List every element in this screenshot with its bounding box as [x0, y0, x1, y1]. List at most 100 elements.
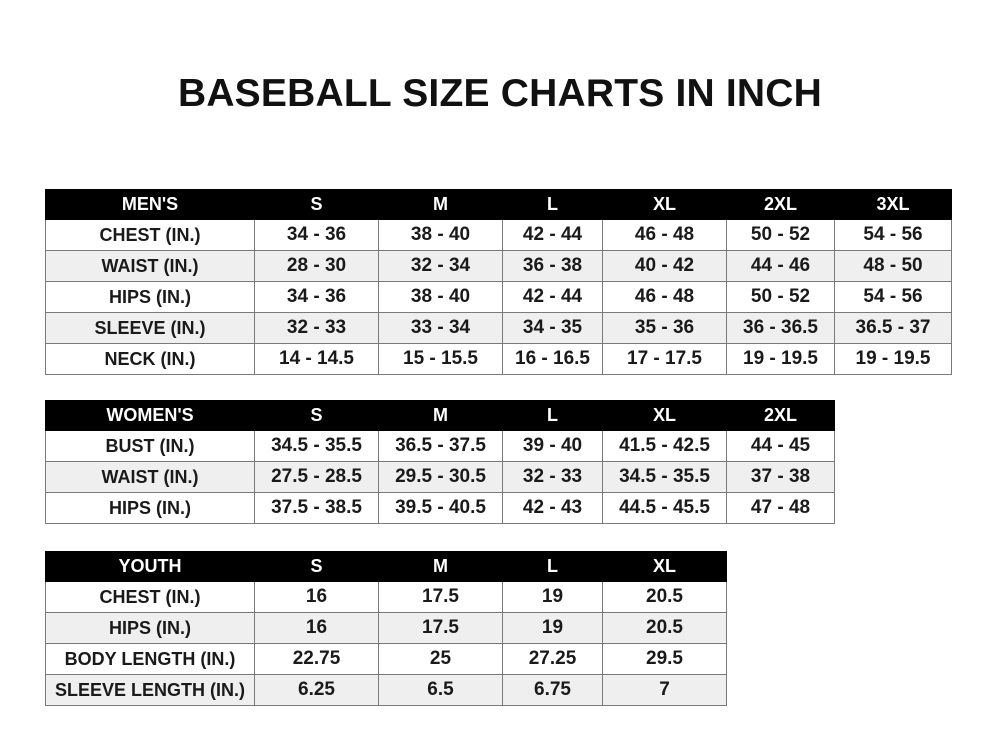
category-header: MEN'S [45, 189, 255, 220]
table-row: WAIST (IN.) 28 - 30 32 - 34 36 - 38 40 - 42 4… [45, 250, 952, 282]
size-value: 34.5 - 35.5 [254, 430, 379, 462]
size-value: 32 - 33 [254, 312, 379, 344]
size-header: L [502, 400, 603, 431]
size-value: 42 - 44 [502, 281, 603, 313]
table-row: SLEEVE LENGTH (IN.) 6.25 6.5 6.75 7 [45, 674, 727, 706]
size-value: 17.5 [378, 581, 503, 613]
measurement-label: HIPS (IN.) [45, 281, 255, 313]
measurement-label: HIPS (IN.) [45, 612, 255, 644]
size-value: 36.5 - 37 [834, 312, 952, 344]
measurement-label: HIPS (IN.) [45, 492, 255, 524]
table-row: CHEST (IN.) 34 - 36 38 - 40 42 - 44 46 - 48 5… [45, 219, 952, 251]
size-value: 16 [254, 612, 379, 644]
size-value: 29.5 [602, 643, 727, 675]
size-value: 54 - 56 [834, 281, 952, 313]
measurement-label: WAIST (IN.) [45, 250, 255, 282]
size-value: 19 [502, 581, 603, 613]
page-title: BASEBALL SIZE CHARTS IN INCH [177, 72, 823, 115]
size-value: 46 - 48 [602, 281, 727, 313]
size-header: S [254, 400, 379, 431]
size-value: 35 - 36 [602, 312, 727, 344]
size-value: 7 [602, 674, 727, 706]
size-value: 14 - 14.5 [254, 343, 379, 375]
size-value: 42 - 44 [502, 219, 603, 251]
size-value: 50 - 52 [726, 281, 835, 313]
size-value: 20.5 [602, 612, 727, 644]
size-value: 19 - 19.5 [726, 343, 835, 375]
size-value: 6.5 [378, 674, 503, 706]
table-row: SLEEVE (IN.) 32 - 33 33 - 34 34 - 35 35 - 36… [45, 312, 952, 344]
size-value: 48 - 50 [834, 250, 952, 282]
table-row: BUST (IN.) 34.5 - 35.5 36.5 - 37.5 39 - 40 4… [45, 430, 835, 462]
size-value: 19 - 19.5 [834, 343, 952, 375]
table-row: BODY LENGTH (IN.) 22.75 25 27.25 29.5 [45, 643, 727, 675]
size-value: 28 - 30 [254, 250, 379, 282]
size-value: 40 - 42 [602, 250, 727, 282]
size-value: 29.5 - 30.5 [378, 461, 503, 493]
size-value: 46 - 48 [602, 219, 727, 251]
size-value: 37.5 - 38.5 [254, 492, 379, 524]
size-value: 32 - 34 [378, 250, 503, 282]
measurement-label: SLEEVE LENGTH (IN.) [45, 674, 255, 706]
measurement-label: CHEST (IN.) [45, 581, 255, 613]
size-value: 37 - 38 [726, 461, 835, 493]
size-value: 25 [378, 643, 503, 675]
size-value: 17 - 17.5 [602, 343, 727, 375]
table-header-row: WOMEN'S S M L XL 2XL [45, 400, 835, 431]
size-value: 38 - 40 [378, 219, 503, 251]
measurement-label: SLEEVE (IN.) [45, 312, 255, 344]
size-value: 38 - 40 [378, 281, 503, 313]
size-value: 16 - 16.5 [502, 343, 603, 375]
size-value: 34 - 36 [254, 281, 379, 313]
measurement-label: NECK (IN.) [45, 343, 255, 375]
table-row: WAIST (IN.) 27.5 - 28.5 29.5 - 30.5 32 - 33… [45, 461, 835, 493]
size-value: 6.25 [254, 674, 379, 706]
size-value: 19 [502, 612, 603, 644]
size-value: 22.75 [254, 643, 379, 675]
size-value: 20.5 [602, 581, 727, 613]
womens-size-table: WOMEN'S S M L XL 2XL BUST (IN.) 34.5 - 35.5 36.5… [45, 400, 835, 524]
size-header: M [378, 551, 503, 582]
size-header: S [254, 551, 379, 582]
category-header: YOUTH [45, 551, 255, 582]
size-header: XL [602, 189, 727, 220]
size-value: 39 - 40 [502, 430, 603, 462]
size-header: L [502, 551, 603, 582]
measurement-label: BODY LENGTH (IN.) [45, 643, 255, 675]
measurement-label: CHEST (IN.) [45, 219, 255, 251]
measurement-label: WAIST (IN.) [45, 461, 255, 493]
size-value: 36.5 - 37.5 [378, 430, 503, 462]
size-header: 3XL [834, 189, 952, 220]
measurement-label: BUST (IN.) [45, 430, 255, 462]
size-value: 44 - 45 [726, 430, 835, 462]
size-value: 34 - 35 [502, 312, 603, 344]
size-value: 17.5 [378, 612, 503, 644]
size-value: 42 - 43 [502, 492, 603, 524]
table-row: CHEST (IN.) 16 17.5 19 20.5 [45, 581, 727, 613]
table-row: HIPS (IN.) 37.5 - 38.5 39.5 - 40.5 42 - 43 4… [45, 492, 835, 524]
youth-size-table: YOUTH S M L XL CHEST (IN.) 16 17.5 19 20.5 HIPS (I… [45, 551, 727, 706]
mens-size-table: MEN'S S M L XL 2XL 3XL CHEST (IN.) 34 - 36 38 - 4… [45, 189, 952, 375]
size-value: 36 - 36.5 [726, 312, 835, 344]
size-value: 41.5 - 42.5 [602, 430, 727, 462]
size-header: 2XL [726, 400, 835, 431]
table-row: HIPS (IN.) 16 17.5 19 20.5 [45, 612, 727, 644]
size-value: 34.5 - 35.5 [602, 461, 727, 493]
size-value: 15 - 15.5 [378, 343, 503, 375]
table-row: NECK (IN.) 14 - 14.5 15 - 15.5 16 - 16.5 17 … [45, 343, 952, 375]
size-value: 39.5 - 40.5 [378, 492, 503, 524]
size-value: 32 - 33 [502, 461, 603, 493]
size-value: 50 - 52 [726, 219, 835, 251]
size-header: M [378, 400, 503, 431]
size-value: 34 - 36 [254, 219, 379, 251]
size-value: 47 - 48 [726, 492, 835, 524]
size-header: M [378, 189, 503, 220]
size-value: 44.5 - 45.5 [602, 492, 727, 524]
size-value: 27.25 [502, 643, 603, 675]
size-header: 2XL [726, 189, 835, 220]
table-header-row: MEN'S S M L XL 2XL 3XL [45, 189, 952, 220]
size-value: 6.75 [502, 674, 603, 706]
size-header: S [254, 189, 379, 220]
table-row: HIPS (IN.) 34 - 36 38 - 40 42 - 44 46 - 48 50… [45, 281, 952, 313]
size-value: 36 - 38 [502, 250, 603, 282]
